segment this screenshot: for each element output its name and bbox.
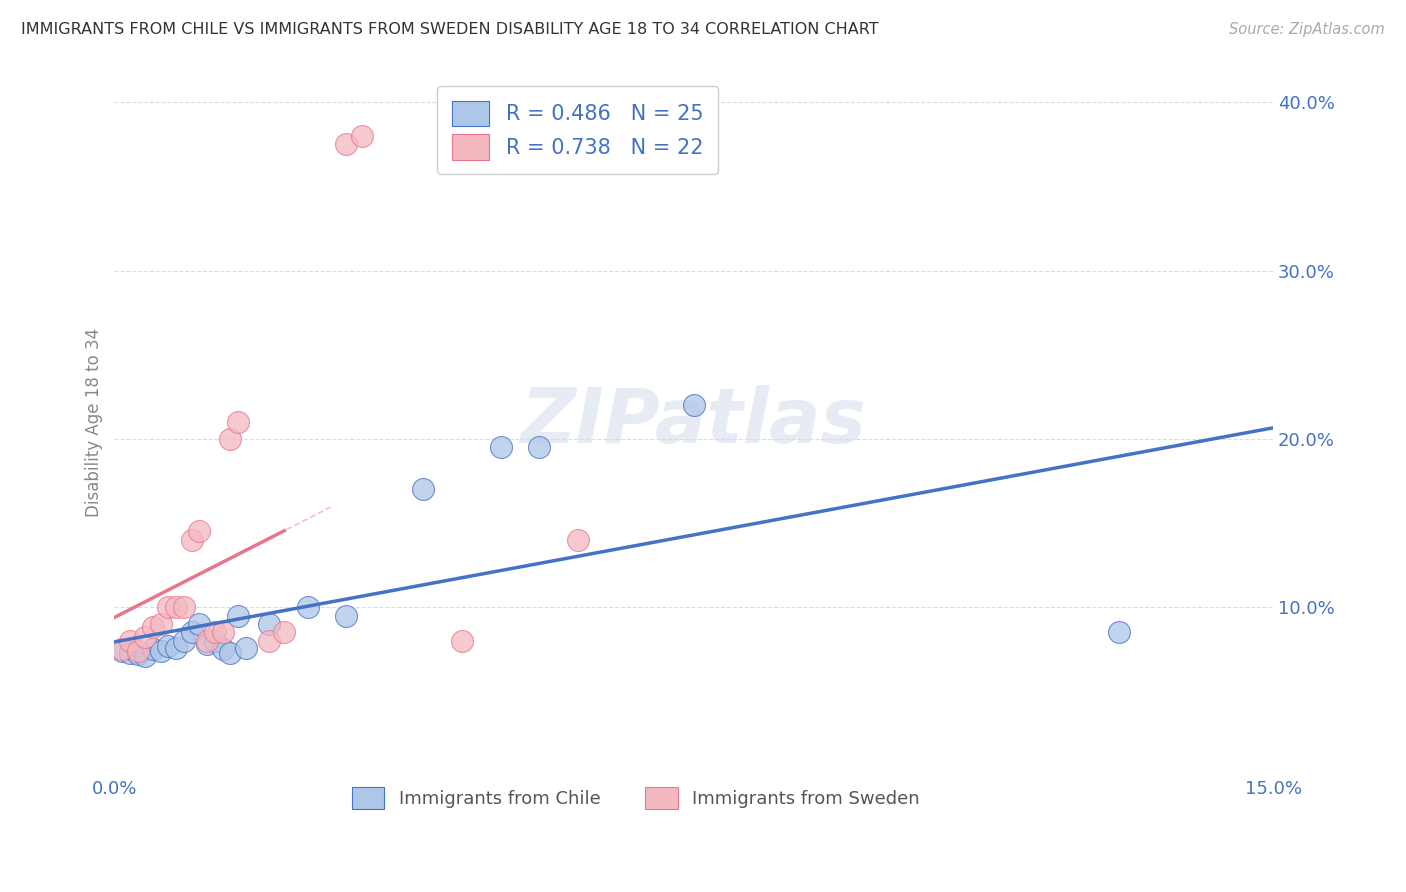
Point [257, 617, 280, 632]
Point [682, 398, 704, 412]
Point [157, 639, 180, 653]
Point [149, 644, 172, 658]
Point [127, 648, 149, 662]
Point [567, 533, 589, 547]
Point [134, 631, 156, 645]
Legend: Immigrants from Chile, Immigrants from Sweden: Immigrants from Chile, Immigrants from S… [344, 780, 927, 816]
Point [111, 644, 134, 658]
Point [273, 625, 295, 640]
Point [350, 128, 373, 143]
Point [297, 600, 319, 615]
Point [165, 600, 187, 615]
Point [180, 625, 202, 640]
Point [226, 608, 249, 623]
Point [335, 137, 357, 152]
Point [173, 600, 195, 615]
Point [142, 620, 165, 634]
Point [195, 637, 218, 651]
Point [451, 633, 474, 648]
Point [173, 633, 195, 648]
Point [188, 524, 211, 539]
Point [157, 600, 180, 615]
Point [235, 640, 257, 655]
Point [204, 625, 226, 640]
Point [204, 633, 226, 648]
Point [142, 642, 165, 657]
Y-axis label: Disability Age 18 to 34: Disability Age 18 to 34 [86, 327, 103, 516]
Point [165, 640, 187, 655]
Point [134, 648, 156, 663]
Point [149, 617, 172, 632]
Text: ZIPatlas: ZIPatlas [520, 385, 866, 459]
Point [195, 633, 218, 648]
Point [118, 646, 141, 660]
Point [1108, 625, 1130, 640]
Point [219, 432, 242, 446]
Point [489, 440, 512, 454]
Point [118, 633, 141, 648]
Point [127, 644, 149, 658]
Point [211, 625, 233, 640]
Point [180, 533, 202, 547]
Text: IMMIGRANTS FROM CHILE VS IMMIGRANTS FROM SWEDEN DISABILITY AGE 18 TO 34 CORRELAT: IMMIGRANTS FROM CHILE VS IMMIGRANTS FROM… [21, 22, 879, 37]
Point [529, 440, 551, 454]
Point [219, 646, 242, 660]
Point [412, 483, 434, 497]
Point [211, 642, 233, 657]
Point [111, 642, 134, 657]
Text: Source: ZipAtlas.com: Source: ZipAtlas.com [1229, 22, 1385, 37]
Point [335, 608, 357, 623]
Point [226, 415, 249, 429]
Point [257, 633, 280, 648]
Point [188, 617, 211, 632]
